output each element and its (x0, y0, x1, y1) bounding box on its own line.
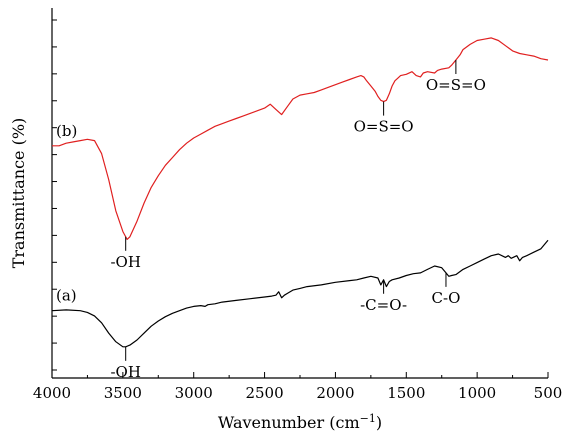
series-label: (b) (56, 122, 77, 140)
peak-annotation: O=S=O (354, 101, 414, 136)
x-tick-label: 500 (534, 384, 562, 402)
peak-annotation: -C=O- (360, 279, 407, 314)
peak-annotation: O=S=O (426, 60, 486, 94)
plot-axes: 4000 3500 3000 2500 2000 1500 1000 500 (33, 8, 562, 402)
series-line-a (51, 239, 549, 348)
x-tick-label: 2500 (245, 384, 283, 402)
annotation-label: C-O (432, 289, 461, 307)
x-tick-label: 4000 (33, 384, 71, 402)
x-axis-title-sup: −1 (360, 412, 376, 425)
peak-annotation: C-O (432, 272, 461, 307)
series-label: (a) (56, 287, 77, 305)
x-tick-label: 3000 (175, 384, 213, 402)
series-layer (51, 37, 549, 348)
x-axis-title-main: Wavenumber (cm (218, 413, 360, 432)
label-layer: (a) (b) (56, 122, 77, 305)
annotation-layer: -OH O=S=O O=S=O -OH -C=O- C-O (110, 60, 486, 381)
peak-annotation: -OH (110, 236, 141, 271)
annotation-label: O=S=O (354, 118, 414, 136)
annotation-label: -OH (110, 253, 140, 271)
series-line-b (52, 37, 549, 240)
x-tick-label: 1500 (387, 384, 425, 402)
y-axis-title: Transmittance (%) (9, 118, 28, 269)
peak-annotation: -OH (110, 346, 141, 381)
x-axis-title: Wavenumber (cm−1) (218, 412, 382, 433)
annotation-label: -C=O- (360, 296, 407, 314)
x-tick-label: 2000 (316, 384, 354, 402)
x-tick-label: 1000 (458, 384, 496, 402)
annotation-label: O=S=O (426, 76, 486, 94)
x-axis-title-tail: ) (376, 413, 382, 432)
x-tick-label: 3500 (104, 384, 142, 402)
annotation-label: -OH (110, 363, 140, 381)
